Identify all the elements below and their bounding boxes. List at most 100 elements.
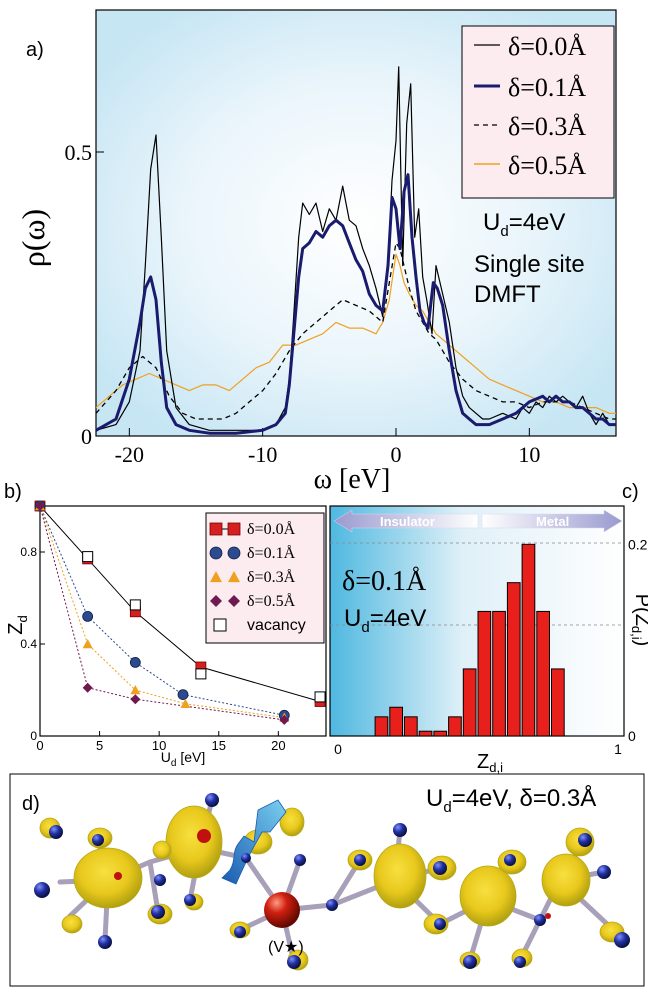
panel-a: a) -20 -10 0 10 0 0.5 ρ(ω) ω [eV] δ=0.0Å δ=0.…: [15, 9, 617, 495]
panel-c-ytick-label: 0: [628, 728, 636, 744]
panel-c-annotation-u: Ud=4eV: [344, 605, 426, 636]
panel-b-legend-marker: [209, 546, 223, 560]
panel-c: c) Insulator Metal 0 100.2 δ=0.1Å Ud=4eV …: [329, 481, 648, 775]
legend-label-delta-0.0: δ=0.0Å: [508, 32, 586, 61]
legend-label-delta-0.3: δ=0.3Å: [508, 112, 586, 141]
panel-b-point: [279, 714, 290, 725]
histogram-bar: [433, 730, 448, 737]
panel-a-annotation-u: Ud=4eV: [483, 209, 565, 240]
vanadium-star-atom: [264, 892, 300, 928]
panel-b-legend: δ=0.0Å δ=0.1Å δ=0.3Å δ=0.5Å vacancy: [205, 512, 325, 644]
spin-arrow: [221, 799, 287, 885]
series-line-1: [96, 173, 616, 435]
panel-b-point: [130, 694, 141, 705]
panel-b-legend-marker: [227, 522, 241, 536]
metal-arrow: [481, 509, 623, 533]
atoms: [34, 793, 630, 969]
legend-b-delta-0.1: δ=0.1Å: [247, 544, 296, 562]
panel-b-point: [82, 682, 93, 693]
panel-b-ytick-label: 0: [30, 729, 37, 743]
histogram-bar: [448, 716, 462, 737]
panel-b-point: [82, 551, 94, 563]
legend-b-vacancy: vacancy: [247, 617, 306, 634]
histogram-bar: [477, 610, 492, 737]
panel-a-ticks: -20 -10 0 10 0 0.5: [65, 140, 541, 467]
panel-b-legend-marker: [210, 595, 222, 607]
panel-a-xtick-label: -20: [115, 442, 144, 467]
legend-b-delta-0.0: δ=0.0Å: [247, 520, 296, 538]
histogram-bar: [418, 730, 433, 737]
insulator-arrow: [333, 509, 479, 533]
panel-b-legend-marker: [228, 595, 240, 607]
histogram-bar: [492, 610, 506, 737]
panel-b-legend-marker: [210, 571, 222, 583]
histogram-bar: [462, 668, 477, 737]
panel-b-line-3: [39, 505, 285, 721]
histogram-bar: [389, 706, 403, 737]
panel-d: d) Ud=4eV, δ=0.3Å: [9, 773, 645, 987]
panel-b-point: [130, 685, 141, 695]
panel-c-ylabel: P(Zd,i): [629, 594, 648, 647]
panel-a-xtick-label: -10: [248, 442, 277, 467]
panel-c-xtick-label: 1: [614, 741, 622, 757]
panel-b-xtick-label: 0: [36, 738, 43, 753]
panel-b-point: [82, 639, 93, 649]
panel-b-xlabel: Ud [eV]: [161, 749, 205, 769]
panel-b-point: [180, 698, 191, 709]
panel-b-ylabel: Zd: [5, 615, 30, 634]
panel-c-ticks: 0 100.2: [334, 536, 648, 757]
panel-b-line-1: [39, 505, 285, 716]
panel-b-legend-marks: [209, 522, 241, 632]
panel-b-label: b): [4, 481, 22, 503]
legend-b-delta-0.5: δ=0.5Å: [247, 592, 296, 610]
histogram-bar: [536, 610, 550, 737]
histogram-bar: [374, 716, 389, 737]
legend-label-delta-0.1: δ=0.1Å: [508, 73, 586, 102]
panel-b-ytick-label: 0.4: [20, 637, 37, 651]
panel-b-point: [195, 668, 207, 680]
panel-a-legend: δ=0.0Å δ=0.1Å δ=0.3Å δ=0.5Å: [461, 25, 615, 199]
panel-a-legend-box: [461, 25, 615, 199]
panel-c-xlabel: Zd,i: [477, 751, 503, 775]
panel-b-legend-marker: [227, 546, 241, 560]
panel-b-point: [314, 691, 326, 703]
panel-b-xtick-label: 15: [212, 738, 226, 753]
panel-a-annotation-single-site: Single site: [474, 251, 585, 278]
series-line-2: [96, 242, 616, 420]
panel-a-xlabel: ω [eV]: [314, 464, 391, 495]
panel-b-point: [177, 689, 189, 700]
panel-c-bars: [374, 543, 565, 737]
panel-b-xtick-label: 20: [271, 738, 285, 753]
panel-a-xtick-label: 10: [518, 442, 540, 467]
panel-b-point: [129, 657, 141, 668]
histogram-bar: [551, 668, 565, 737]
panel-b-point: [35, 501, 45, 511]
metal-label: Metal: [536, 514, 569, 529]
panel-b-ticks: 0 5 10 15 20 0 0.4 0.8: [20, 545, 285, 753]
panel-d-label: d): [22, 793, 40, 815]
panel-b-legend-marker: [228, 571, 240, 583]
panel-a-series: [96, 66, 616, 435]
panel-c-label: c): [622, 481, 639, 503]
panel-c-ytick-label: 0.2: [628, 536, 648, 552]
panel-c-annotation-delta: δ=0.1Å: [342, 566, 427, 597]
panel-b-point: [82, 611, 94, 622]
panel-b-series: [34, 500, 326, 725]
vanadium-star-label: (V★): [268, 939, 304, 956]
insulator-metal-arrow: Insulator Metal: [333, 509, 623, 533]
insulator-label: Insulator: [380, 514, 435, 529]
panel-a-ylabel: ρ(ω): [15, 209, 51, 267]
legend-label-delta-0.5: δ=0.5Å: [508, 151, 586, 180]
panel-a-ytick-label: 0: [81, 424, 92, 449]
panel-b-legend-marker: [209, 522, 223, 536]
panel-a-xtick-label: 0: [391, 442, 402, 467]
panel-b-ytick-label: 0.8: [20, 545, 37, 559]
panel-b: b) 0 5 10 15 20 0 0.4 0.8 Zd Ud [eV] δ=0.0Å δ=0…: [4, 481, 327, 769]
histogram-bar: [404, 716, 418, 737]
histogram-bar: [506, 582, 521, 737]
panel-c-xtick-label: 0: [334, 741, 342, 757]
panel-b-legend-marker: [213, 618, 227, 632]
panel-c-plot-bg: [329, 505, 625, 737]
legend-b-delta-0.3: δ=0.3Å: [247, 568, 296, 586]
panel-a-label: a): [26, 39, 44, 61]
